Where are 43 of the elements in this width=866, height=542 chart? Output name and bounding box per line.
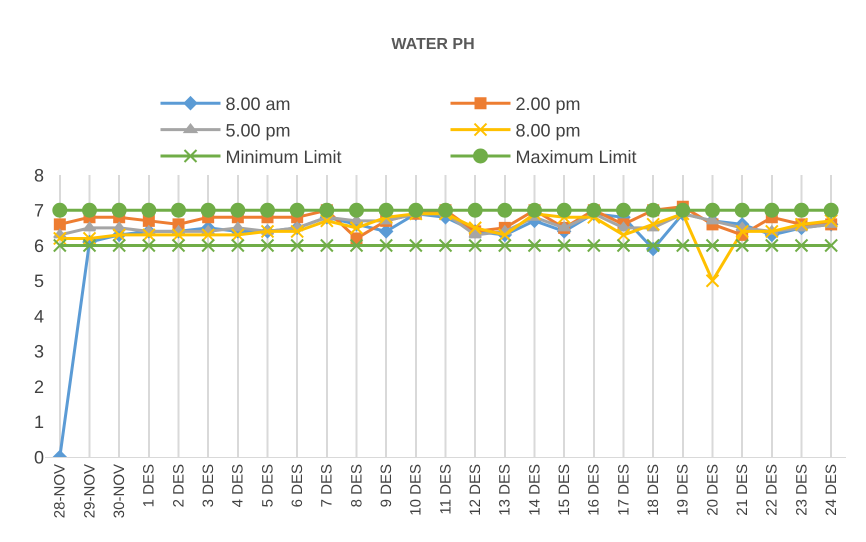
y-tick-label: 3: [34, 342, 44, 362]
x-tick-label: 20 DES: [704, 464, 722, 516]
x-tick-label: 12 DES: [467, 464, 484, 516]
x-tick-label: 6 DES: [289, 464, 306, 508]
legend-label: 2.00 pm: [516, 94, 581, 114]
x-tick-label: 23 DES: [793, 464, 810, 516]
x-tick-label: 7 DES: [318, 464, 336, 508]
x-tick-label: 13 DES: [496, 464, 514, 516]
x-tick-label: 4 DES: [230, 464, 247, 508]
x-tick-label: 17 DES: [615, 464, 632, 516]
x-tick-label: 21 DES: [734, 464, 752, 516]
x-tick-label: 15 DES: [556, 464, 574, 516]
y-tick-label: 4: [34, 306, 44, 326]
x-tick-label: 29-NOV: [81, 464, 98, 518]
chart-title: WATER PH: [391, 36, 475, 54]
x-tick-label: 19 DES: [674, 464, 692, 516]
x-tick-label: 2 DES: [170, 464, 188, 508]
x-tick-label: 14 DES: [526, 464, 544, 516]
legend-label: 8.00 pm: [516, 120, 581, 141]
x-tick-label: 22 DES: [764, 464, 781, 516]
x-tick-label: 8 DES: [348, 464, 366, 508]
legend-label: 8.00 am: [226, 94, 291, 114]
legend-label: 5.00 pm: [226, 120, 291, 141]
x-tick-label: 28-NOV: [52, 464, 69, 518]
x-tick-label: 10 DES: [408, 464, 425, 516]
y-tick-label: 6: [34, 236, 44, 256]
x-tick-label: 30-NOV: [111, 464, 128, 518]
x-tick-label: 11 DES: [437, 464, 454, 515]
x-tick-label: 9 DES: [378, 464, 396, 508]
y-tick-label: 1: [34, 412, 44, 432]
y-tick-label: 8: [34, 165, 44, 186]
y-tick-label: 5: [34, 271, 44, 292]
legend-label: Minimum Limit: [226, 147, 342, 168]
y-tick-label: 7: [34, 200, 44, 221]
x-tick-label: 3 DES: [200, 464, 218, 508]
legend-label: Maximum Limit: [516, 147, 637, 168]
x-tick-label: 24 DES: [823, 464, 840, 516]
x-tick-label: 1 DES: [140, 464, 158, 508]
y-tick-label: 2: [34, 376, 44, 397]
x-tick-label: 16 DES: [586, 464, 603, 516]
y-tick-label: 0: [34, 447, 44, 468]
x-tick-label: 18 DES: [645, 464, 662, 516]
x-tick-label: 5 DES: [259, 464, 276, 508]
